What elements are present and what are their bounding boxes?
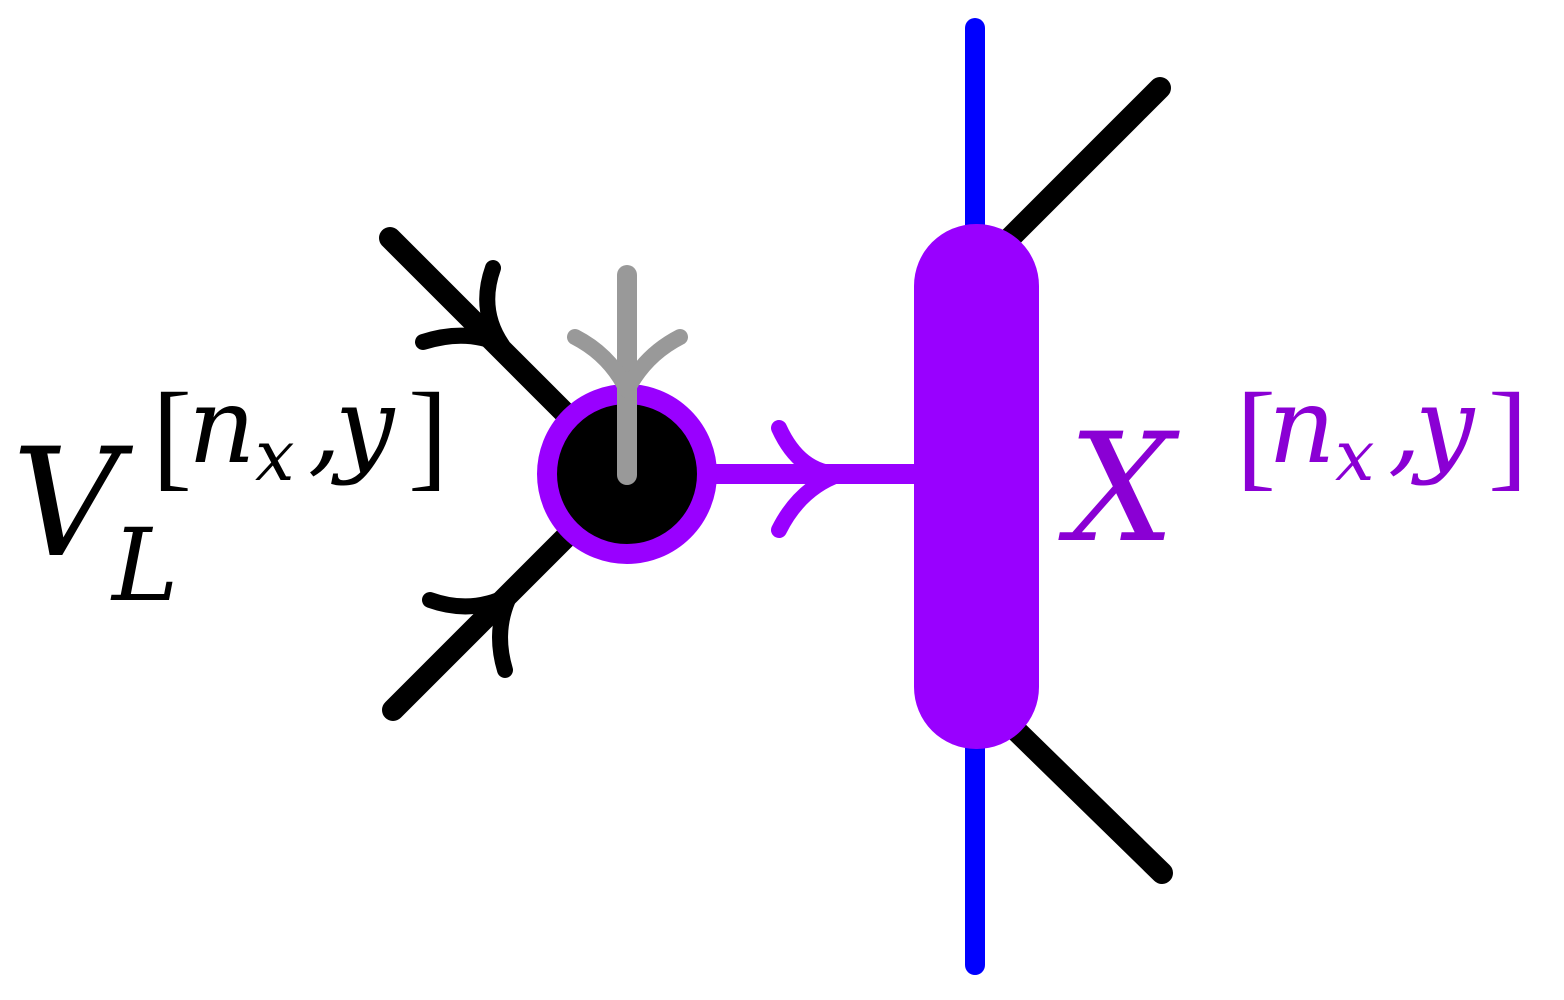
v-label-super-n-sub: x [255, 415, 294, 497]
gray-leg-arrow [567, 329, 688, 398]
black-leg-lower-left [382, 522, 581, 721]
v-label-super-y: y [331, 365, 396, 487]
x-tensor-label: X [ n x , y ] [1058, 365, 1528, 576]
v-label-super-open: [ [152, 368, 192, 501]
black-leg-lower-right [979, 694, 1173, 884]
x-label-base: X [1058, 402, 1180, 576]
black-leg-upper-left [379, 227, 581, 429]
v-label-super-close: ] [408, 368, 448, 501]
v-label-base: V [12, 417, 134, 591]
x-tensor-body [914, 224, 1039, 749]
v-label-super-sep: , [308, 365, 341, 487]
v-label-super-n: n [188, 365, 256, 487]
v-label-subscript: L [110, 507, 178, 624]
lower-left-leg-arrow [422, 587, 518, 678]
x-label-super-open: [ [1236, 368, 1276, 501]
v-tensor-label: V L [ n x , y ] [12, 365, 448, 624]
black-leg-upper-right [979, 77, 1171, 269]
x-label-super-close: ] [1488, 368, 1528, 501]
x-label-super-n: n [1268, 365, 1336, 487]
upper-left-leg-arrow [415, 260, 510, 353]
purple-bond-arrow [771, 420, 848, 538]
x-label-super-n-sub: x [1335, 415, 1374, 497]
x-label-super-sep: , [1388, 365, 1421, 487]
x-label-super-y: y [1411, 365, 1476, 487]
